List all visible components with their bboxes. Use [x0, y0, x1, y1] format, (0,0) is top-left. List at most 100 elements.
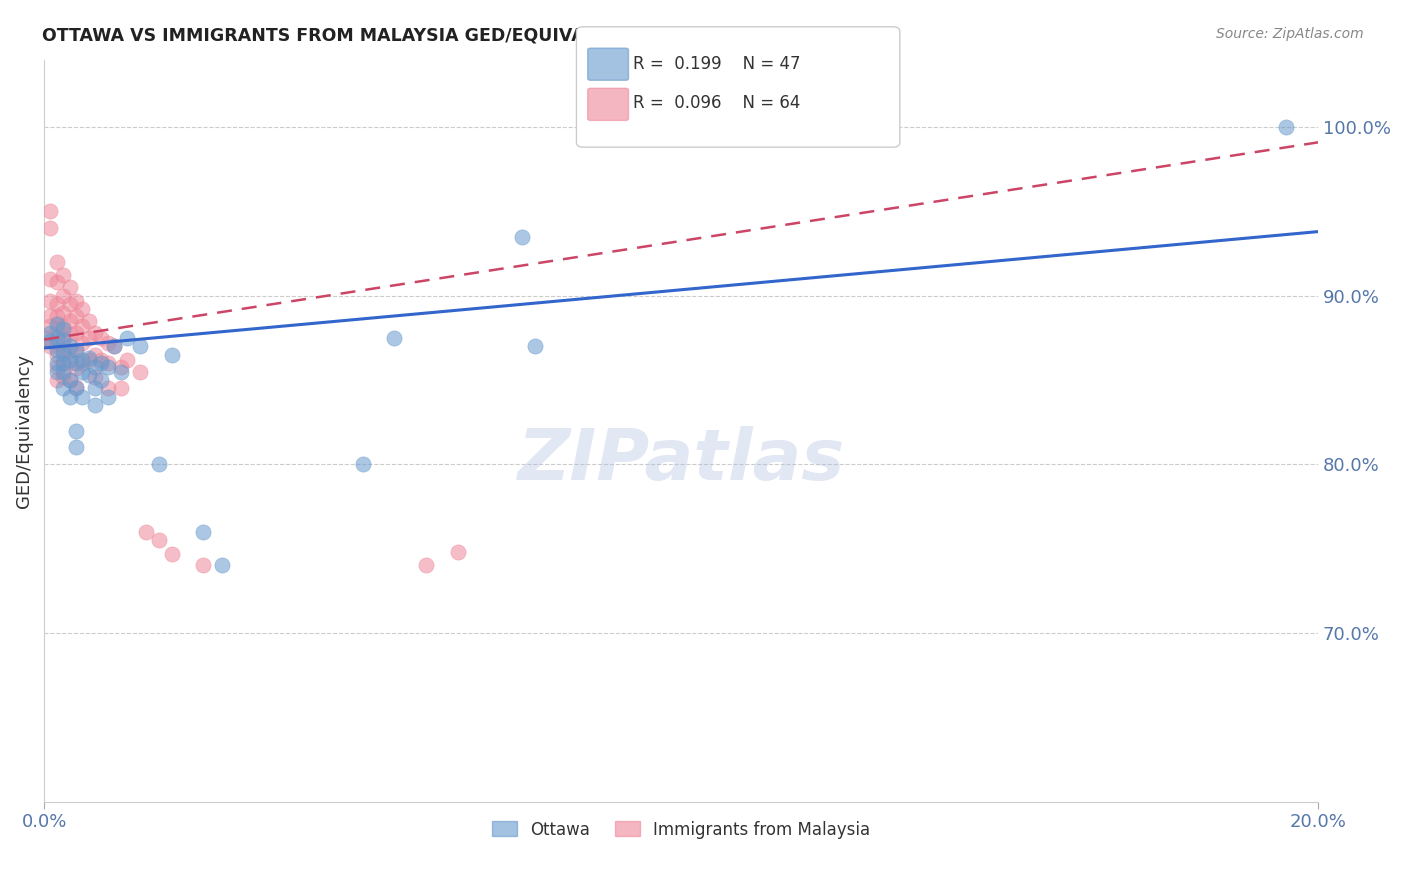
- Point: [39, 293, 62, 308]
- Point: [72, 356, 94, 370]
- Text: ZIPatlas: ZIPatlas: [517, 425, 845, 495]
- Point: [77, 352, 100, 367]
- Point: [84, 326, 107, 340]
- Point: [39, 272, 62, 286]
- Point: [128, 365, 150, 379]
- Point: [72, 302, 94, 317]
- Point: [97, 390, 120, 404]
- Point: [45, 309, 67, 323]
- Point: [160, 547, 183, 561]
- Point: [58, 280, 80, 294]
- Point: [65, 361, 87, 376]
- Point: [90, 373, 112, 387]
- Point: [211, 558, 233, 573]
- Point: [72, 335, 94, 350]
- Point: [45, 348, 67, 362]
- Point: [45, 331, 67, 345]
- Point: [97, 381, 120, 395]
- Point: [45, 275, 67, 289]
- Point: [103, 339, 125, 353]
- Point: [65, 441, 87, 455]
- Point: [65, 356, 87, 370]
- Point: [58, 297, 80, 311]
- Point: [52, 333, 75, 347]
- Point: [52, 365, 75, 379]
- Point: [84, 348, 107, 362]
- Point: [52, 305, 75, 319]
- Point: [45, 343, 67, 357]
- Point: [52, 288, 75, 302]
- Point: [52, 343, 75, 357]
- Y-axis label: GED/Equivalency: GED/Equivalency: [15, 353, 32, 508]
- Point: [65, 343, 87, 357]
- Point: [77, 331, 100, 345]
- Point: [148, 533, 170, 548]
- Point: [90, 352, 112, 367]
- Point: [58, 373, 80, 387]
- Point: [115, 352, 138, 367]
- Point: [65, 424, 87, 438]
- Point: [1275, 120, 1298, 134]
- Text: Source: ZipAtlas.com: Source: ZipAtlas.com: [1216, 27, 1364, 41]
- Point: [97, 356, 120, 370]
- Point: [110, 381, 132, 395]
- Point: [72, 319, 94, 334]
- Point: [45, 356, 67, 370]
- Point: [384, 331, 406, 345]
- Point: [58, 339, 80, 353]
- Point: [77, 351, 100, 365]
- Point: [160, 348, 183, 362]
- Point: [52, 268, 75, 283]
- Point: [65, 293, 87, 308]
- Point: [58, 327, 80, 342]
- Point: [45, 359, 67, 374]
- Point: [72, 390, 94, 404]
- Point: [523, 339, 546, 353]
- Point: [510, 229, 533, 244]
- Point: [58, 390, 80, 404]
- Point: [148, 458, 170, 472]
- Point: [39, 204, 62, 219]
- Point: [135, 524, 157, 539]
- Point: [39, 221, 62, 235]
- Point: [447, 545, 470, 559]
- Point: [58, 356, 80, 370]
- Point: [45, 373, 67, 387]
- Point: [97, 335, 120, 350]
- Point: [52, 369, 75, 384]
- Text: OTTAWA VS IMMIGRANTS FROM MALAYSIA GED/EQUIVALENCY CORRELATION CHART: OTTAWA VS IMMIGRANTS FROM MALAYSIA GED/E…: [42, 27, 863, 45]
- Point: [39, 326, 62, 340]
- Point: [352, 458, 374, 472]
- Point: [52, 322, 75, 336]
- Point: [37, 331, 59, 345]
- Point: [72, 352, 94, 367]
- Point: [65, 309, 87, 323]
- Point: [58, 343, 80, 357]
- Point: [39, 309, 62, 323]
- Text: R =  0.096    N = 64: R = 0.096 N = 64: [633, 95, 800, 112]
- Point: [84, 381, 107, 395]
- Point: [45, 297, 67, 311]
- Point: [193, 524, 215, 539]
- Point: [65, 381, 87, 395]
- Point: [52, 319, 75, 334]
- Point: [72, 365, 94, 379]
- Point: [52, 381, 75, 395]
- Point: [45, 318, 67, 332]
- Point: [58, 314, 80, 328]
- Point: [110, 359, 132, 374]
- Point: [52, 346, 75, 360]
- Point: [84, 369, 107, 384]
- Point: [415, 558, 437, 573]
- Point: [52, 331, 75, 345]
- Point: [45, 322, 67, 336]
- Point: [58, 352, 80, 367]
- Point: [52, 356, 75, 370]
- Point: [97, 359, 120, 374]
- Point: [128, 339, 150, 353]
- Point: [90, 331, 112, 345]
- Text: R =  0.199    N = 47: R = 0.199 N = 47: [633, 55, 800, 73]
- Point: [84, 359, 107, 374]
- Point: [90, 356, 112, 370]
- Point: [77, 368, 100, 382]
